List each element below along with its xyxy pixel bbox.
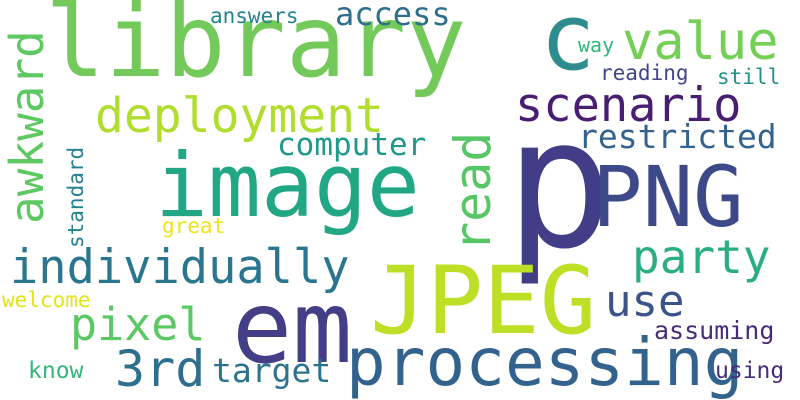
word-welcome: welcome: [2, 288, 91, 312]
word-access: access: [335, 0, 451, 33]
word-pixel: pixel: [70, 298, 206, 351]
word-library: library: [45, 0, 467, 100]
word-scenario: scenario: [515, 78, 742, 133]
word-3rd: 3rd: [115, 340, 206, 398]
word-way: way: [578, 33, 615, 57]
word-use: use: [605, 276, 685, 327]
word-awkward: awkward: [0, 30, 54, 224]
word-answers: answers: [210, 4, 299, 28]
word-processing: processing: [346, 324, 744, 400]
word-individually: individually: [10, 240, 350, 295]
word-deployment: deployment: [95, 88, 384, 144]
word-c: c: [540, 0, 596, 91]
word-still: still: [717, 65, 781, 89]
word-em: em: [232, 269, 353, 386]
word-reading: reading: [600, 61, 689, 85]
word-image: image: [155, 134, 420, 237]
word-using: using: [715, 358, 785, 384]
word-great: great: [162, 214, 226, 238]
word-standard: standard: [64, 146, 88, 248]
word-computer: computer: [277, 127, 427, 163]
word-know: know: [28, 358, 84, 384]
word-png: PNG: [592, 148, 744, 246]
word-read: read: [444, 131, 502, 252]
word-p: p: [505, 80, 614, 289]
word-restricted: restricted: [578, 117, 777, 156]
word-target: target: [212, 351, 332, 390]
word-jpeg: JPEG: [370, 247, 597, 356]
word-assuming: assuming: [654, 316, 775, 345]
word-value: value: [622, 12, 779, 72]
word-party: party: [632, 230, 771, 284]
